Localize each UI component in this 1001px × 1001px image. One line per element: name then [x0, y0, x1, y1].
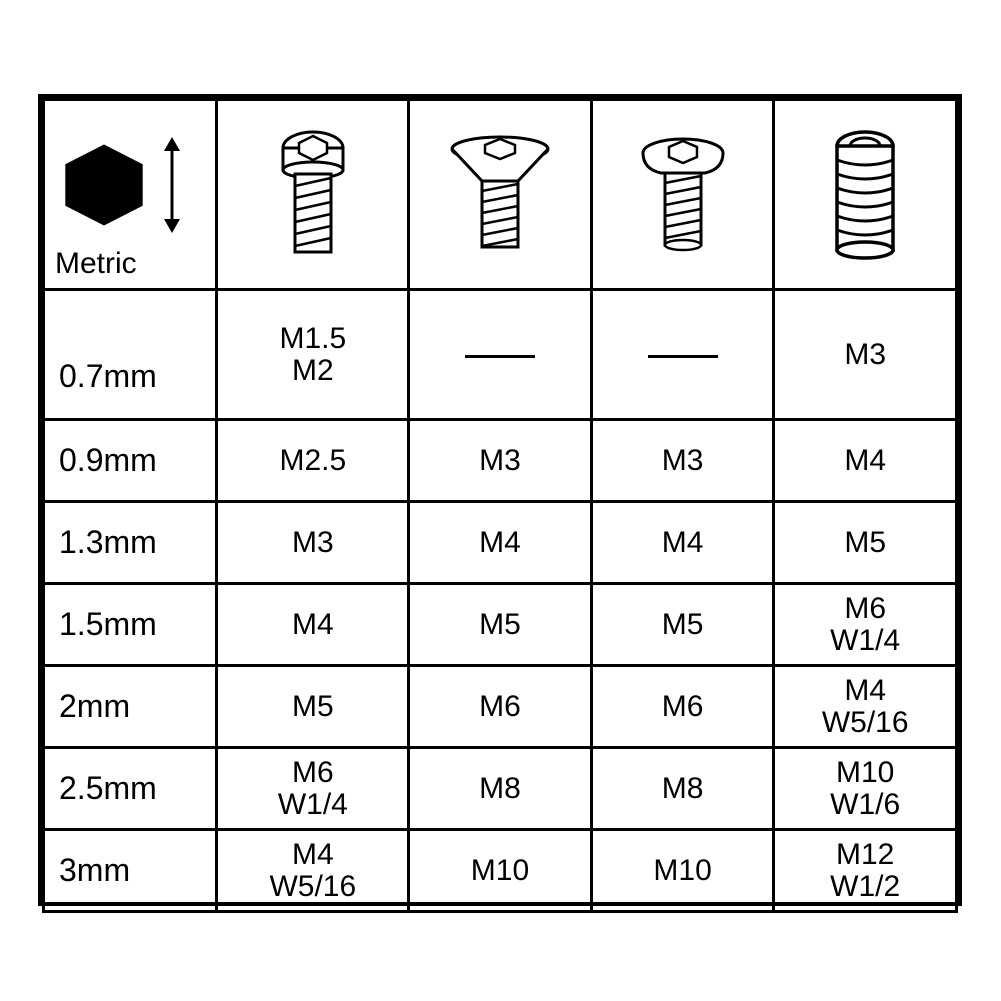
hexagon-icon	[59, 140, 149, 230]
size-1: 0.9mm	[44, 420, 217, 502]
cell-3-0: M4	[217, 584, 409, 666]
cell-5-1: M8	[409, 748, 592, 830]
dash-icon	[648, 355, 718, 358]
size-2: 1.3mm	[44, 502, 217, 584]
header-cap-head	[217, 100, 409, 290]
cell-6-3: M12W1/2	[774, 830, 957, 912]
size-table: Metric	[42, 98, 958, 913]
cell-4-3: M4W5/16	[774, 666, 957, 748]
size-4: 2mm	[44, 666, 217, 748]
header-button-head	[591, 100, 774, 290]
size-5: 2.5mm	[44, 748, 217, 830]
cell-2-3: M5	[774, 502, 957, 584]
cell-5-3: M10W1/6	[774, 748, 957, 830]
size-0: 0.7mm	[44, 290, 217, 420]
cell-0-2	[591, 290, 774, 420]
set-screw-icon	[830, 130, 900, 260]
cell-1-3: M4	[774, 420, 957, 502]
cell-6-2: M10	[591, 830, 774, 912]
cell-4-0: M5	[217, 666, 409, 748]
cell-6-1: M10	[409, 830, 592, 912]
cell-6-0: M4W5/16	[217, 830, 409, 912]
cell-3-3: M6W1/4	[774, 584, 957, 666]
cap-head-screw-icon	[273, 130, 353, 260]
cell-2-1: M4	[409, 502, 592, 584]
cell-5-0: M6W1/4	[217, 748, 409, 830]
cell-2-0: M3	[217, 502, 409, 584]
cell-3-2: M5	[591, 584, 774, 666]
size-3: 1.5mm	[44, 584, 217, 666]
cell-0-1	[409, 290, 592, 420]
cell-0-3: M3	[774, 290, 957, 420]
dash-icon	[465, 355, 535, 358]
cell-5-2: M8	[591, 748, 774, 830]
cell-1-0: M2.5	[217, 420, 409, 502]
countersunk-screw-icon	[445, 135, 555, 255]
cell-4-1: M6	[409, 666, 592, 748]
header-metric: Metric	[44, 100, 217, 290]
cell-0-0: M1.5M2	[217, 290, 409, 420]
screw-size-chart: Metric	[38, 94, 962, 906]
size-6: 3mm	[44, 830, 217, 912]
cell-1-2: M3	[591, 420, 774, 502]
header-set-screw	[774, 100, 957, 290]
button-head-screw-icon	[633, 135, 733, 255]
metric-label: Metric	[55, 247, 137, 280]
cell-2-2: M4	[591, 502, 774, 584]
height-arrow-icon	[159, 135, 185, 235]
header-countersunk	[409, 100, 592, 290]
cell-3-1: M5	[409, 584, 592, 666]
cell-1-1: M3	[409, 420, 592, 502]
cell-4-2: M6	[591, 666, 774, 748]
